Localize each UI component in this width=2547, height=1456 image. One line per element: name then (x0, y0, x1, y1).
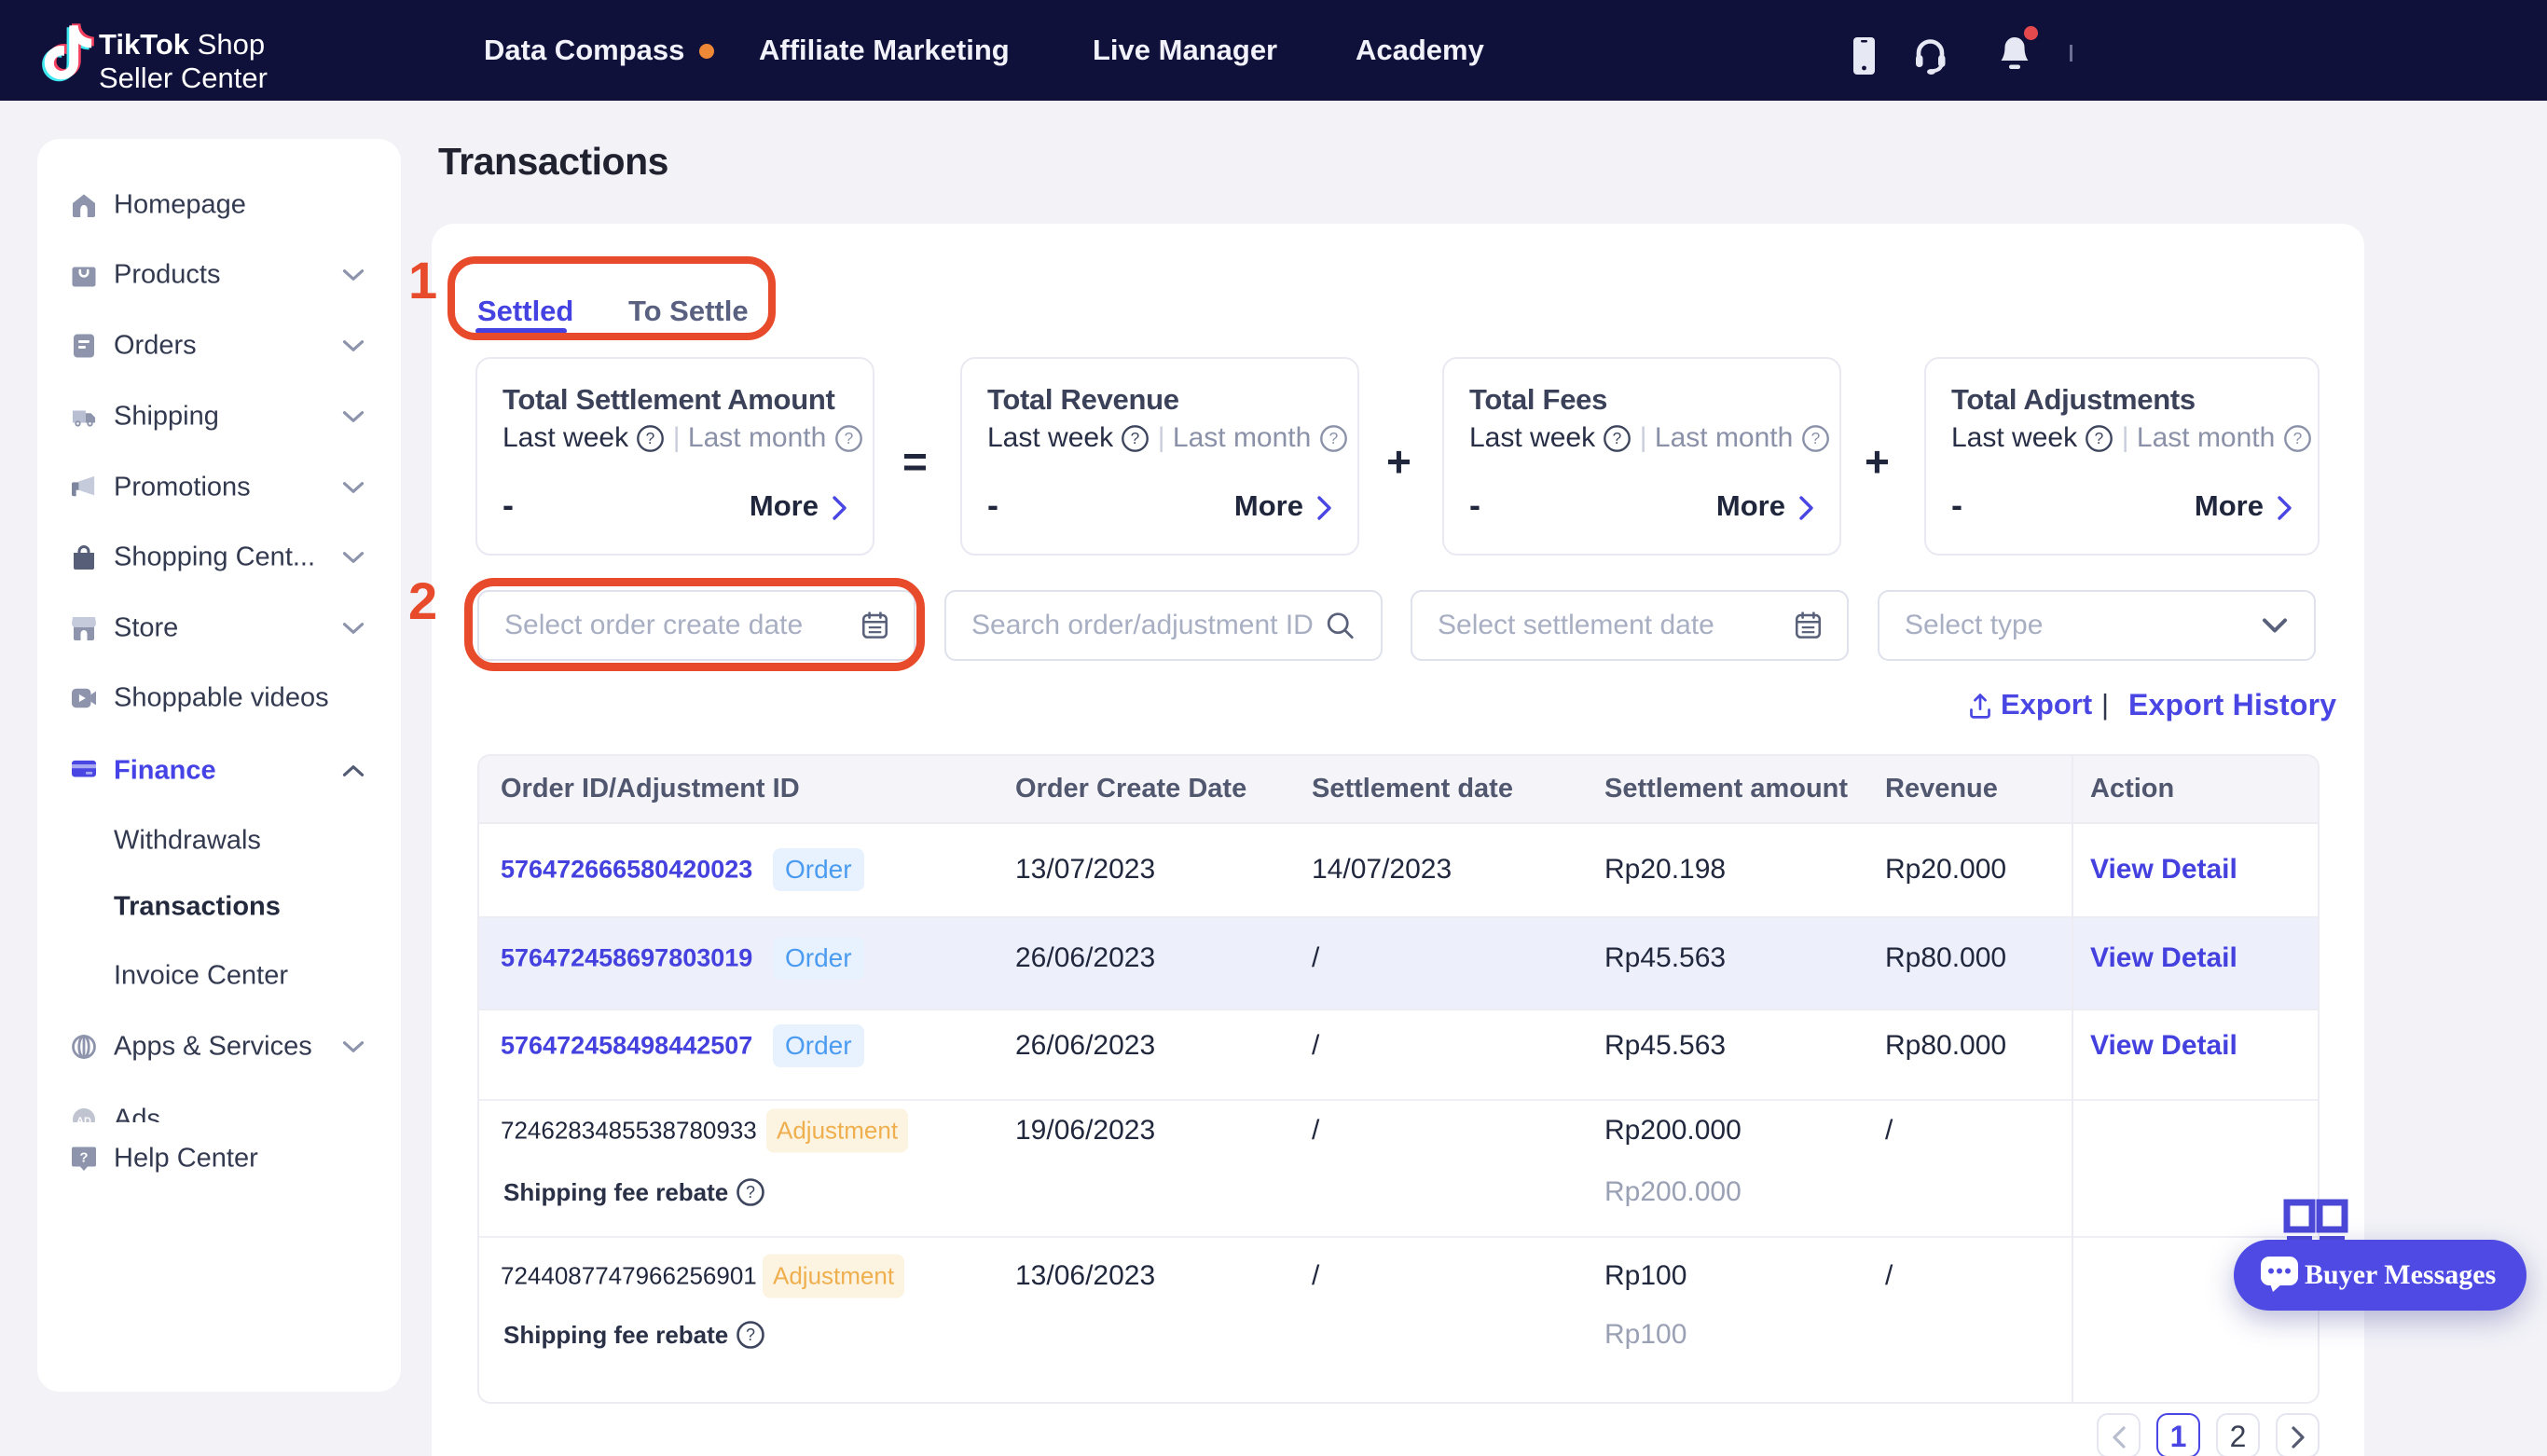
svg-text:?: ? (1810, 429, 1820, 447)
svg-text:?: ? (646, 429, 655, 447)
svg-text:?: ? (1329, 429, 1338, 447)
svg-text:?: ? (79, 1150, 88, 1166)
svg-text:?: ? (844, 429, 853, 447)
svg-text:?: ? (745, 1183, 754, 1202)
svg-text:?: ? (2095, 429, 2104, 447)
svg-text:?: ? (2292, 429, 2302, 447)
svg-text:?: ? (745, 1326, 754, 1344)
svg-text:?: ? (1131, 429, 1140, 447)
svg-text:?: ? (1613, 429, 1622, 447)
